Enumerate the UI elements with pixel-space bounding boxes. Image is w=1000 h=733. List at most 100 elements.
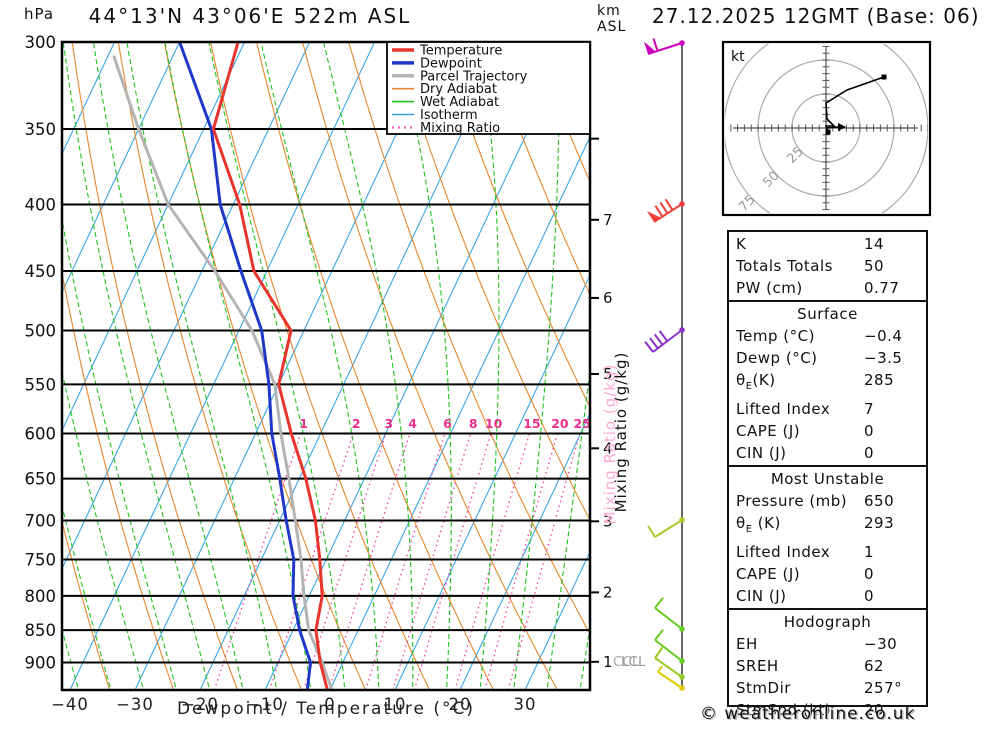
panel-row-value: 0 (864, 444, 875, 462)
mixing-ratio-value-label: 2 (352, 416, 361, 431)
panel-row-label: EH (736, 635, 758, 653)
panel-row-label: Lifted Index (736, 543, 831, 561)
station-title: 44°13'N 43°06'E 522m ASL (88, 4, 412, 28)
panel-row-value: 285 (864, 371, 895, 389)
temperature-tick-label: −30 (116, 695, 154, 714)
panel-row: Dewp (°C) −3.5 (729, 347, 926, 369)
km-tick-label: 3 (603, 512, 613, 530)
panel-row: EH −30 (729, 633, 926, 655)
temperature-tick-label: −10 (246, 695, 284, 714)
panel-row-label: PW (cm) (736, 279, 803, 297)
x-axis-label: Dewpoint / Temperature (°C) (176, 699, 476, 719)
mixing-ratio-value-label: 15 (523, 416, 540, 431)
wind-barb (644, 327, 685, 353)
panel-section-title: Hodograph (783, 613, 872, 631)
storm-motion-arrow (838, 123, 846, 131)
panel-section: Hodograph EH −30 SREH 62 StmDir 257° StmSpd (kt… (729, 608, 926, 722)
panel-row-value: 0 (864, 422, 875, 440)
panel-row: SREH 62 (729, 655, 926, 677)
mixing-ratio-value-label: 20 (551, 416, 569, 431)
panel-row: θE(K) 285 (729, 369, 926, 398)
panel-row: CAPE (J) 0 (729, 420, 926, 442)
panel-row: Lifted Index 1 (729, 541, 926, 563)
panel-row-label: θE(K) (736, 371, 776, 392)
panel-row-label: CIN (J) (736, 587, 787, 605)
km-tick-label: 2 (603, 583, 613, 601)
panel-section: Surface Temp (°C) −0.4 Dewp (°C) −3.5 θE(K) 28… (729, 300, 926, 465)
temperature-tick-label: −20 (181, 695, 219, 714)
panel-row-label: K (736, 235, 747, 253)
mixing-axis-label-shadow: Mixing Ratio (g/kg) (601, 364, 619, 525)
km-tick-label: 4 (603, 439, 613, 457)
wind-barb (647, 517, 685, 538)
mixing-ratio-value-label: 3 (384, 416, 393, 431)
panel-row-value: 293 (864, 514, 895, 532)
panel-row-value: 7 (864, 400, 875, 418)
panel-row: Pressure (mb) 650 (729, 490, 926, 512)
panel-row: Lifted Index 7 (729, 398, 926, 420)
panel-row: CIN (J) 0 (729, 442, 926, 464)
panel-row-label: Totals Totals (736, 257, 833, 275)
sounding-curves (112, 42, 334, 690)
plot-border (60, 40, 592, 692)
wind-barb (646, 198, 685, 223)
panel-row-value: 0 (864, 565, 875, 583)
pressure-tick-label: 750 (25, 550, 57, 569)
panel-row-value: 14 (864, 235, 885, 253)
mixing-ratio-value-label: 25 (573, 416, 590, 431)
legend-item-label: Dewpoint (420, 56, 482, 71)
panel-row-value: −3.5 (864, 349, 903, 367)
panel-row: StmSpd (kt) 20 (729, 699, 926, 721)
hodograph-ring-label: 75 (736, 192, 758, 214)
pressure-tick-label: 350 (25, 120, 57, 139)
panel-row-value: 257° (864, 679, 903, 697)
pressure-tick-label: 850 (25, 621, 57, 640)
panel-row-label: SREH (736, 657, 779, 675)
panel-section: K 14 Totals Totals 50 PW (cm) 0.77 (729, 232, 926, 300)
run-datetime-title: 27.12.2025 12GMT (Base: 06) (652, 4, 980, 28)
legend-item-label: Wet Adiabat (420, 95, 499, 110)
wind-barb (654, 597, 685, 632)
km-unit: km (597, 3, 621, 19)
lcl-label: LCL (621, 654, 646, 670)
temperature-tick-label: −40 (51, 695, 89, 714)
hodograph-ring-label: 25 (784, 144, 806, 166)
parcel-trajectory-curve (112, 55, 334, 690)
panel-row-label: Temp (°C) (736, 327, 815, 345)
pressure-tick-label: 650 (25, 470, 57, 489)
panel-row-label: StmDir (736, 679, 791, 697)
panel-row-label: CIN (J) (736, 444, 787, 462)
panel-row: CAPE (J) 0 (729, 563, 926, 585)
temperature-tick-label: 30 (514, 695, 537, 714)
legend-item-label: Dry Adiabat (420, 82, 497, 97)
ccl-label: CCL (613, 654, 640, 670)
panel-row: θE (K) 293 (729, 512, 926, 541)
mixing-axis-label: Mixing Ratio (g/kg) (612, 352, 630, 513)
temperature-tick-label: 0 (324, 695, 336, 714)
legend-item-label: Isotherm (420, 108, 478, 123)
legend-item-label: Parcel Trajectory (420, 69, 528, 84)
panel-row-value: 1 (864, 543, 875, 561)
plot-background (62, 42, 590, 690)
mixing-ratio-value-label: 6 (443, 416, 452, 431)
mixing-ratio-value-label: 1 (299, 416, 308, 431)
legend-item-label: Mixing Ratio (420, 121, 500, 136)
panel-row: StmDir 257° (729, 677, 926, 699)
copyright-label: © weatheronline.co.uk (700, 704, 916, 724)
panel-row: CIN (J) 0 (729, 585, 926, 607)
panel-row-label: θE (K) (736, 514, 781, 535)
panel-row: Temp (°C) −0.4 (729, 325, 926, 347)
indices-panel: K 14 Totals Totals 50 PW (cm) 0.77 Surface Temp… (727, 230, 928, 719)
wind-barb (657, 665, 685, 691)
mixing-ratio-value-label: 8 (469, 416, 478, 431)
mixing-ratio-value-label: 4 (408, 416, 417, 431)
mixing-ratio-value-label: 10 (485, 416, 503, 431)
legend-item-label: Temperature (419, 44, 502, 59)
panel-row: K 14 (729, 233, 926, 255)
pressure-tick-label: 400 (25, 195, 57, 214)
panel-row: Totals Totals 50 (729, 255, 926, 277)
pressure-tick-label: 600 (25, 424, 57, 443)
pressure-tick-label: 450 (25, 262, 57, 281)
